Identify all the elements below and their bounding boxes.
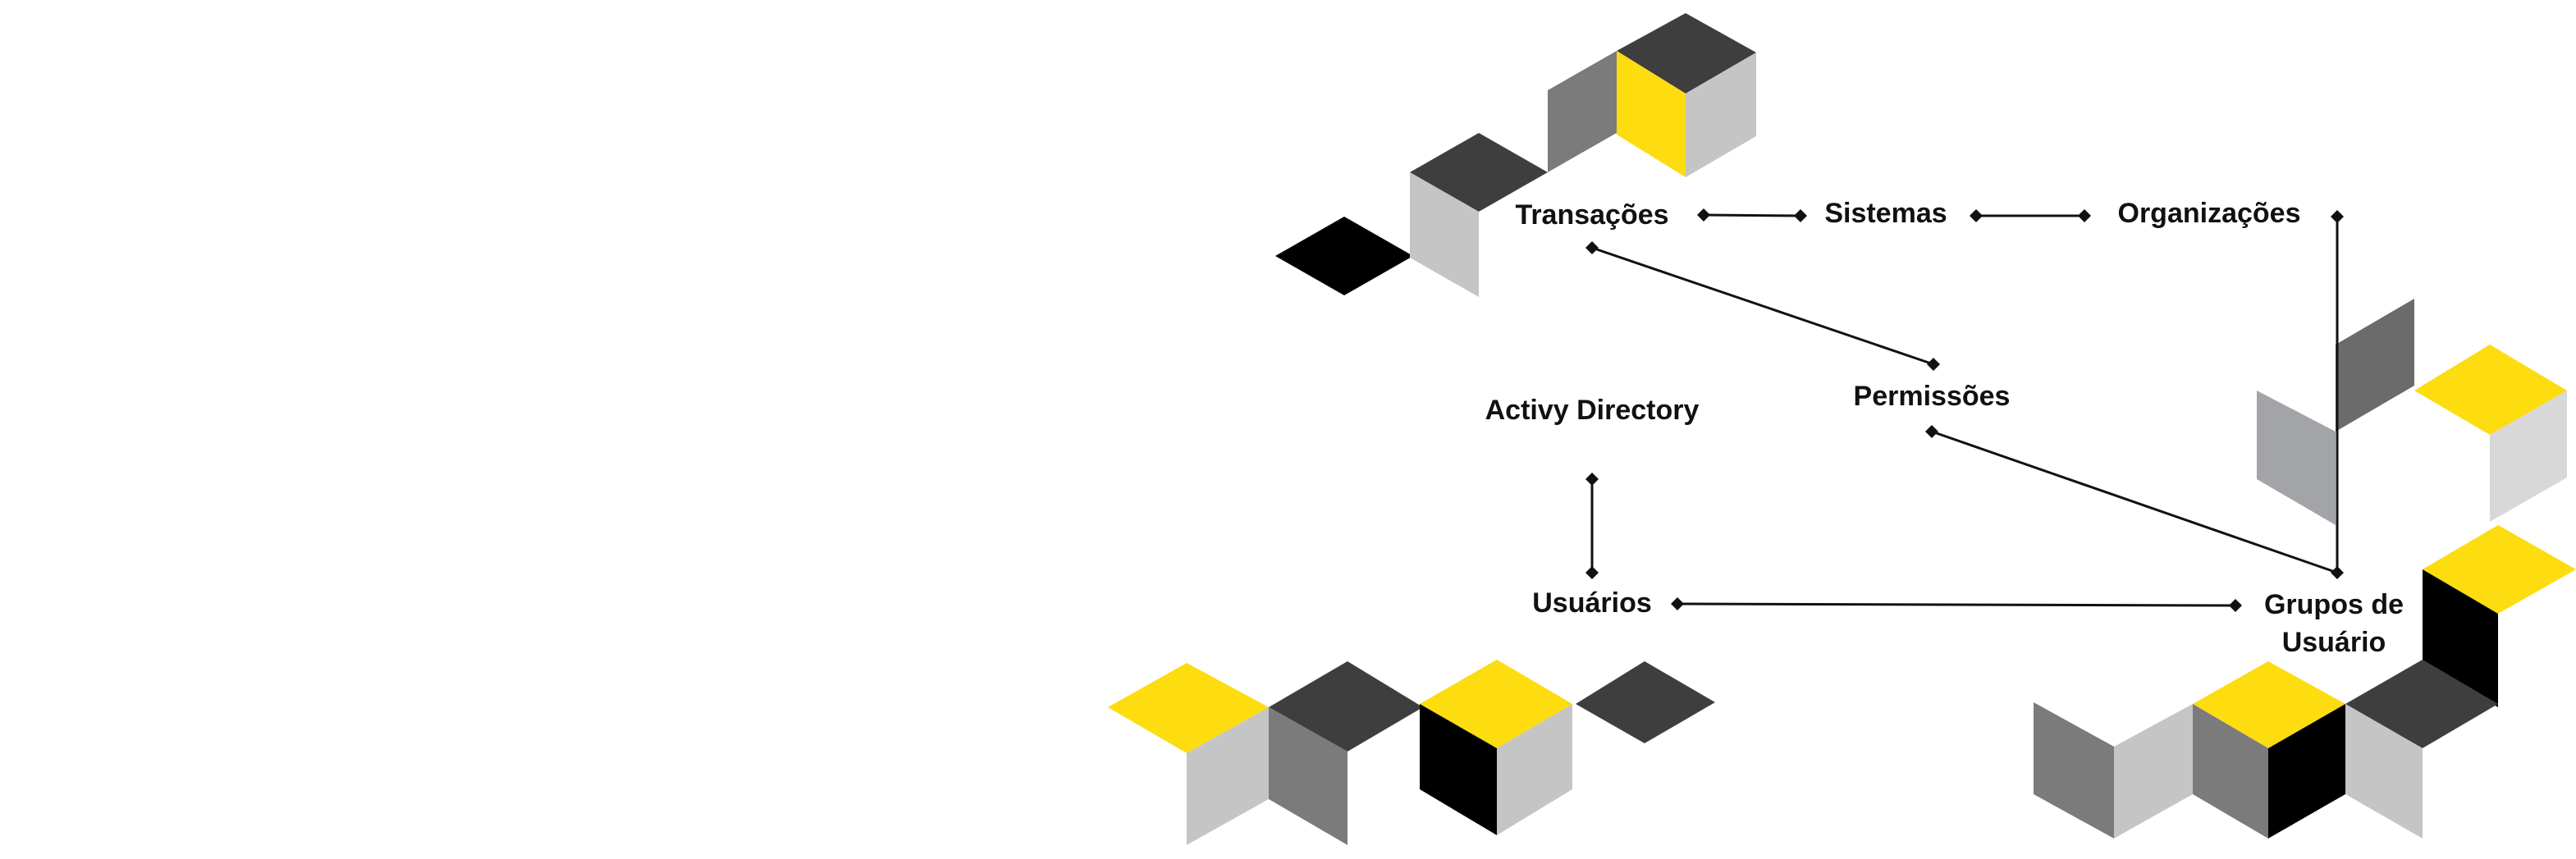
cube-face-light-side bbox=[1686, 53, 1756, 177]
endpoint-diamond bbox=[1794, 209, 1807, 222]
cube-face-mid-side bbox=[2034, 702, 2114, 838]
edge-transacoes-sistemas bbox=[1703, 213, 1801, 217]
cube-face-yellow-top bbox=[2423, 525, 2576, 614]
node-labels: Transações Sistemas Organizações Permiss… bbox=[1485, 198, 2404, 658]
connectors bbox=[1590, 213, 2339, 607]
cube-face-black-side bbox=[2268, 704, 2345, 838]
cube-face-dark-top bbox=[1617, 13, 1756, 94]
node-sistemas: Sistemas bbox=[1824, 198, 1947, 229]
cube-cluster-bottom-left bbox=[1108, 660, 1715, 845]
cube-face-light-side bbox=[1410, 172, 1479, 297]
cube-cluster-right bbox=[2257, 299, 2567, 525]
cube-face-yellow-top bbox=[1420, 660, 1572, 748]
connector-endpoints bbox=[1585, 208, 2344, 612]
edge-permissoes-grupos bbox=[1931, 430, 2338, 574]
endpoint-diamond bbox=[1585, 241, 1599, 254]
node-organizacoes: Organizações bbox=[2118, 198, 2301, 229]
endpoint-diamond bbox=[1697, 208, 1710, 222]
cube-face-yellow-top bbox=[2414, 345, 2567, 435]
endpoint-diamond bbox=[1671, 597, 1684, 610]
cube-face-black-top bbox=[1275, 217, 1413, 295]
cube-face-light-side bbox=[2114, 704, 2193, 838]
endpoint-diamond bbox=[1927, 358, 1940, 371]
node-permissoes: Permissões bbox=[1854, 381, 2011, 412]
endpoint-diamond bbox=[1585, 566, 1599, 579]
cube-face-mid-side bbox=[2193, 704, 2268, 838]
cube-face-gray-side bbox=[2257, 391, 2336, 525]
endpoint-diamond bbox=[2078, 209, 2091, 222]
node-usuarios: Usuários bbox=[1532, 587, 1652, 619]
cube-face-yellow-side bbox=[1617, 51, 1686, 177]
endpoint-diamond bbox=[2331, 566, 2344, 579]
cube-face-dark-top bbox=[2345, 660, 2498, 748]
cube-face-dark-top bbox=[1269, 661, 1423, 752]
cube-face-dark-side bbox=[2336, 299, 2414, 432]
endpoint-diamond bbox=[1585, 473, 1599, 486]
cube-face-light-side bbox=[2345, 704, 2423, 838]
endpoint-diamond bbox=[2229, 599, 2242, 612]
endpoint-diamond bbox=[1970, 209, 1983, 222]
cube-face-yellow-top bbox=[2193, 661, 2345, 748]
endpoint-diamond bbox=[1925, 425, 1938, 438]
cube-face-mid-side bbox=[1548, 51, 1617, 172]
cube-face-dark-top bbox=[1576, 661, 1715, 743]
cube-face-black-side bbox=[1420, 704, 1497, 835]
endpoint-diamond bbox=[2331, 210, 2344, 223]
cube-face-light-side bbox=[2490, 391, 2567, 522]
node-grupos-de-usuario-line2: Usuário bbox=[2282, 627, 2386, 658]
cube-face-mid-side bbox=[1269, 707, 1347, 845]
edge-usuarios-grupos bbox=[1677, 602, 2236, 607]
node-grupos-de-usuario-line1: Grupos de bbox=[2264, 589, 2404, 620]
cube-cluster-top bbox=[1275, 13, 1756, 297]
node-transacoes: Transações bbox=[1515, 199, 1668, 231]
cube-face-light-side bbox=[1497, 704, 1572, 835]
edge-transacoes-permissoes bbox=[1591, 246, 1934, 366]
node-active-directory: Activy Directory bbox=[1485, 395, 1700, 426]
cube-face-yellow-top bbox=[1108, 663, 1269, 753]
cube-cluster-bottom-right bbox=[2034, 525, 2576, 838]
cube-face-light-side bbox=[1187, 707, 1269, 845]
